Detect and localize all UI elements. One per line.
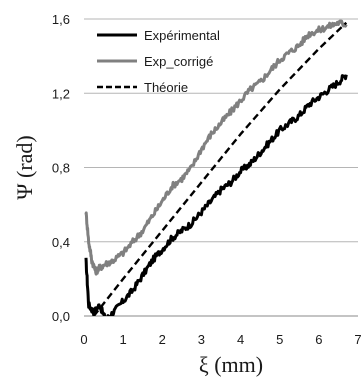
x-tick-label: 2: [159, 332, 166, 347]
series-line-1: [84, 19, 348, 276]
legend-label-exp-corrige: Exp_corrigé: [144, 54, 213, 69]
x-tick-labels: 0 1 2 3 4 5 6 7: [80, 332, 361, 347]
y-tick-label: 0,0: [52, 309, 70, 324]
x-tick-label: 7: [354, 332, 361, 347]
x-tick-label: 5: [276, 332, 283, 347]
series-line-0: [84, 74, 348, 316]
x-tick-label: 6: [315, 332, 322, 347]
legend: Expérimental Exp_corrigé Théorie: [97, 28, 220, 95]
y-tick-label: 0,4: [52, 235, 70, 250]
x-tick-label: 1: [120, 332, 127, 347]
legend-label-experimental: Expérimental: [144, 28, 220, 43]
series-lines: [84, 19, 348, 316]
x-tick-label: 3: [198, 332, 205, 347]
series-line-2: [92, 21, 348, 316]
y-tick-label: 0,8: [52, 161, 70, 176]
y-axis-label: Ψ (rad): [12, 135, 37, 199]
y-tick-label: 1,2: [52, 86, 70, 101]
legend-label-theorie: Théorie: [144, 80, 188, 95]
grid: [84, 18, 358, 243]
x-axis-label: ξ (mm): [199, 352, 263, 377]
y-tick-label: 1,6: [52, 12, 70, 27]
x-tick-label: 0: [80, 332, 87, 347]
x-tick-label: 4: [237, 332, 244, 347]
y-tick-labels: 0,0 0,4 0,8 1,2 1,6: [52, 12, 70, 324]
